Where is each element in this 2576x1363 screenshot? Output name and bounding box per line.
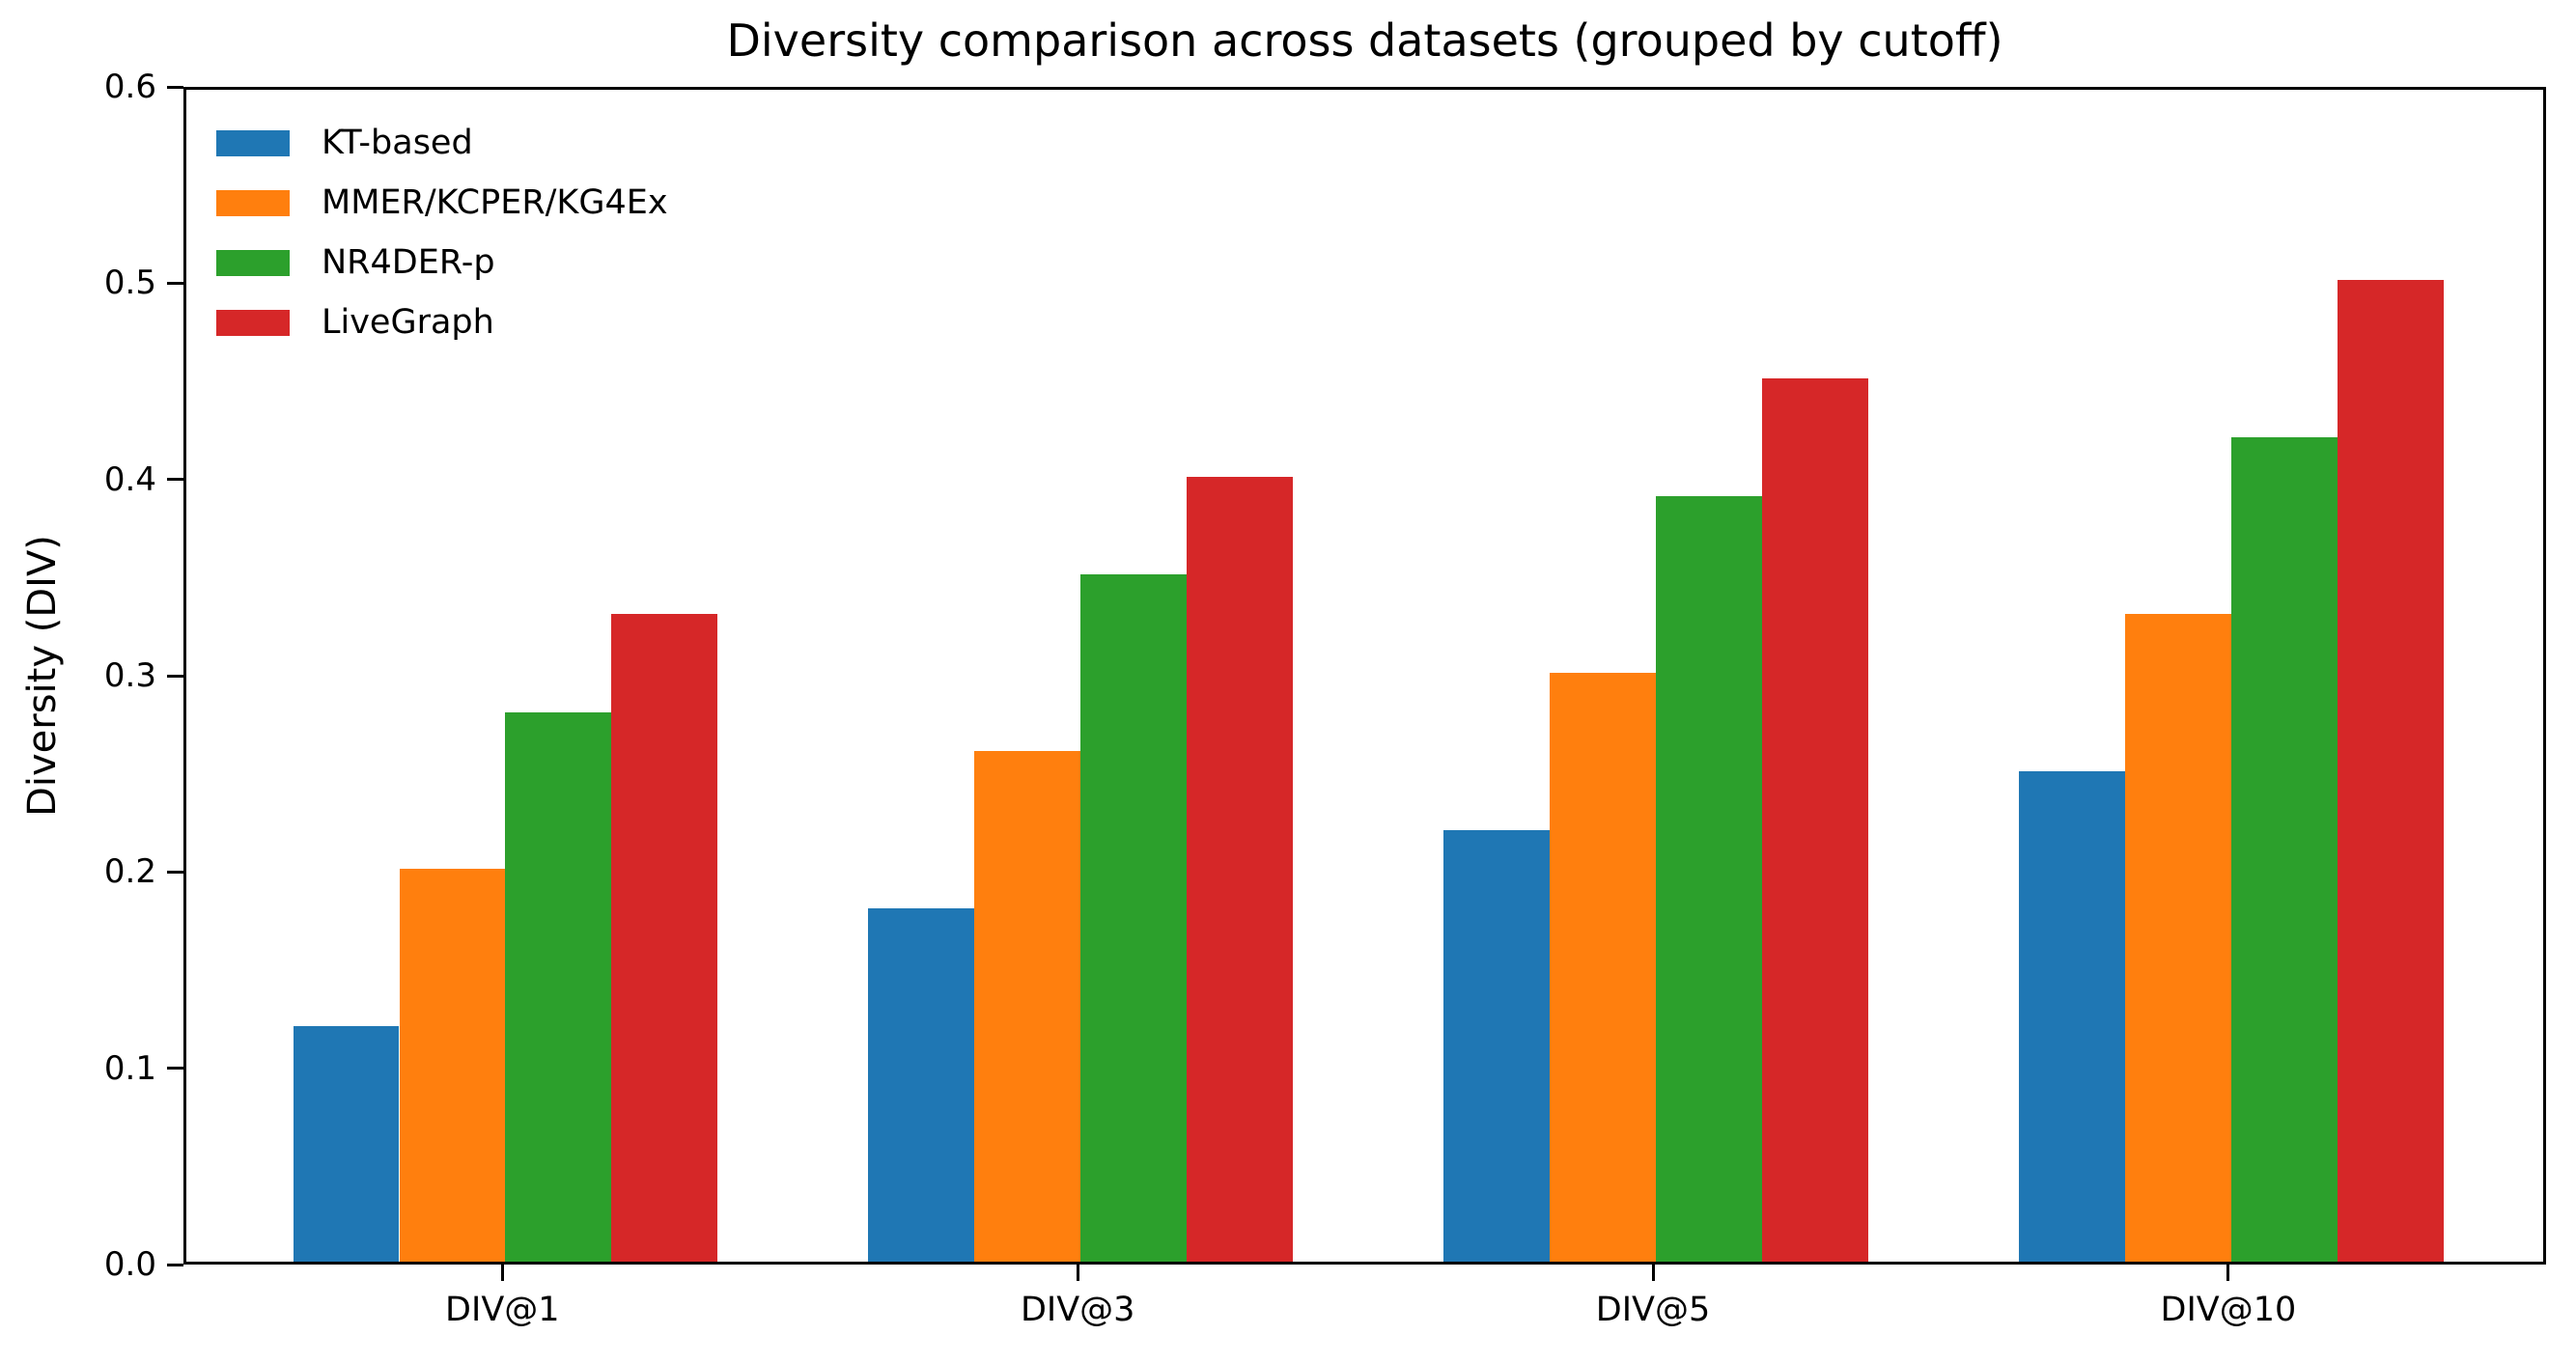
legend-row-mmer-kcper-kg4ex: MMER/KCPER/KG4Ex	[216, 186, 668, 220]
legend-label: LiveGraph	[322, 303, 494, 342]
bar-nr4der-p-div-5	[1656, 496, 1762, 1262]
x-tick-label-div-5: DIV@5	[1595, 1291, 1711, 1329]
bar-nr4der-p-div-1	[505, 711, 612, 1262]
legend-swatch-icon	[216, 250, 290, 276]
x-tick-mark-div-3	[1076, 1265, 1079, 1281]
y-tick-mark-0.4	[167, 478, 183, 482]
y-tick-label-0.2: 0.2	[103, 852, 156, 892]
chart-title: Diversity comparison across datasets (gr…	[726, 14, 2003, 67]
bar-nr4der-p-div-3	[1080, 574, 1188, 1262]
bar-kt-based-div-5	[1443, 829, 1551, 1262]
y-tick-mark-0.6	[167, 85, 183, 89]
y-tick-label-0.6: 0.6	[103, 68, 156, 106]
plot-area: KT-based MMER/KCPER/KG4Ex NR4DER-p LiveGrap…	[183, 87, 2546, 1265]
bar-mmer-kcper-kg4ex-div-3	[974, 751, 1081, 1262]
x-tick-mark-div-5	[1651, 1265, 1655, 1281]
y-tick-mark-0.1	[167, 1067, 183, 1071]
bar-mmer-kcper-kg4ex-div-1	[399, 869, 506, 1262]
legend: KT-based MMER/KCPER/KG4Ex NR4DER-p LiveGrap…	[216, 126, 668, 366]
legend-label: KT-based	[322, 124, 473, 162]
bar-livegraph-div-3	[1187, 476, 1293, 1262]
bar-kt-based-div-10	[2019, 770, 2125, 1262]
x-tick-label-div-3: DIV@3	[1020, 1291, 1135, 1329]
y-tick-label-0.5: 0.5	[103, 264, 156, 303]
bar-kt-based-div-1	[293, 1026, 400, 1262]
legend-swatch-icon	[216, 310, 290, 336]
y-tick-label-0.4: 0.4	[103, 459, 156, 499]
y-tick-mark-0.3	[167, 674, 183, 678]
legend-label: MMER/KCPER/KG4Ex	[322, 183, 668, 222]
x-tick-mark-div-10	[2226, 1265, 2230, 1281]
x-tick-label-div-10: DIV@10	[2160, 1291, 2297, 1329]
legend-row-kt-based: KT-based	[216, 126, 668, 160]
bar-kt-based-div-3	[868, 908, 975, 1262]
y-tick-label-0.0: 0.0	[103, 1245, 156, 1284]
bar-mmer-kcper-kg4ex-div-5	[1550, 673, 1657, 1262]
legend-swatch-icon	[216, 130, 290, 156]
y-tick-label-0.1: 0.1	[103, 1048, 156, 1088]
y-tick-mark-0.2	[167, 870, 183, 874]
y-tick-mark-0.5	[167, 281, 183, 285]
legend-row-livegraph: LiveGraph	[216, 306, 668, 340]
bar-livegraph-div-1	[611, 614, 718, 1262]
y-tick-mark-0.0	[167, 1263, 183, 1266]
bar-livegraph-div-5	[1761, 378, 1868, 1262]
bar-livegraph-div-10	[2337, 280, 2444, 1262]
legend-swatch-icon	[216, 190, 290, 216]
legend-label: NR4DER-p	[322, 243, 495, 282]
bar-mmer-kcper-kg4ex-div-10	[2125, 614, 2231, 1262]
x-tick-label-div-1: DIV@1	[445, 1291, 560, 1329]
x-tick-mark-div-1	[500, 1265, 504, 1281]
bar-nr4der-p-div-10	[2230, 437, 2338, 1262]
legend-row-nr4der-p: NR4DER-p	[216, 246, 668, 280]
y-tick-label-0.3: 0.3	[103, 656, 156, 695]
